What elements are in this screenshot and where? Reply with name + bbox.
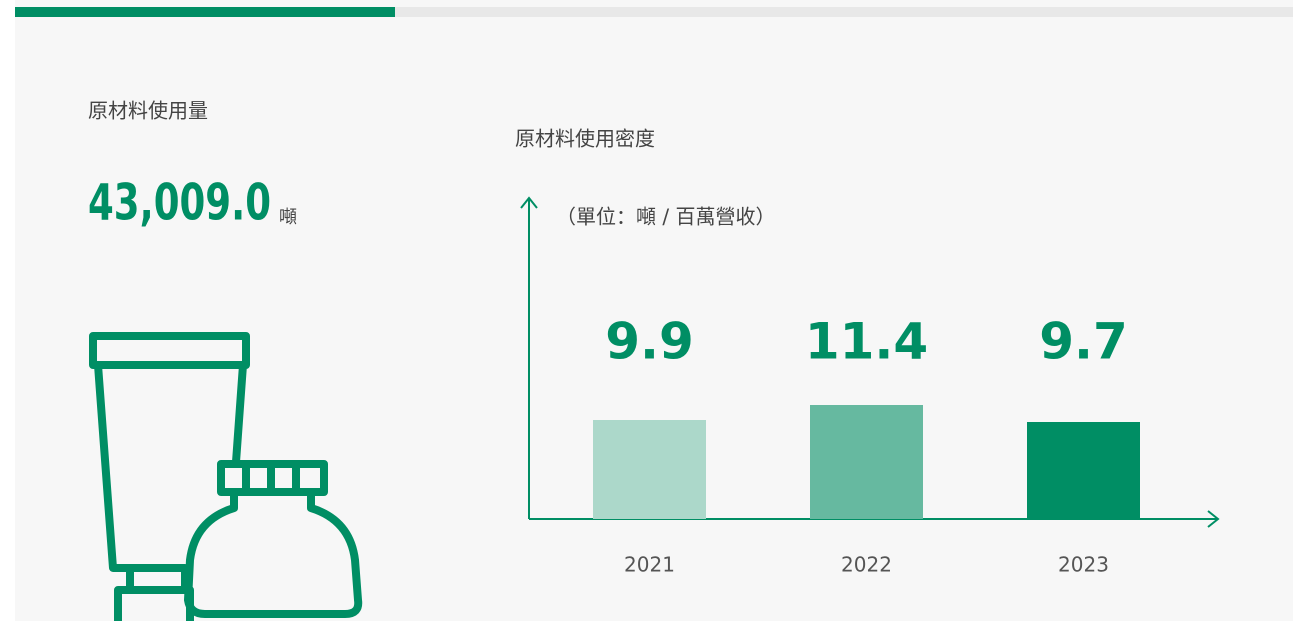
value-label: 11.4 [805, 313, 928, 371]
bar [810, 405, 923, 519]
x-tick-label: 2023 [1058, 553, 1109, 577]
progress-fill [15, 7, 395, 17]
kpi-title: 原材料使用量 [88, 99, 208, 123]
bar [593, 420, 706, 519]
bar [1027, 422, 1140, 519]
chart-title: 原材料使用密度 [515, 127, 655, 151]
x-tick-label: 2021 [624, 553, 675, 577]
kpi-unit: 噸 [279, 207, 297, 228]
value-label: 9.9 [605, 313, 694, 371]
icon [89, 332, 363, 621]
progress-track [15, 7, 1293, 17]
kpi-value: 43,009.0 [88, 174, 271, 232]
chart-subtitle: （單位：噸 / 百萬營收） [556, 205, 775, 229]
x-tick-label: 2022 [841, 553, 892, 577]
value-label: 9.7 [1039, 313, 1128, 371]
